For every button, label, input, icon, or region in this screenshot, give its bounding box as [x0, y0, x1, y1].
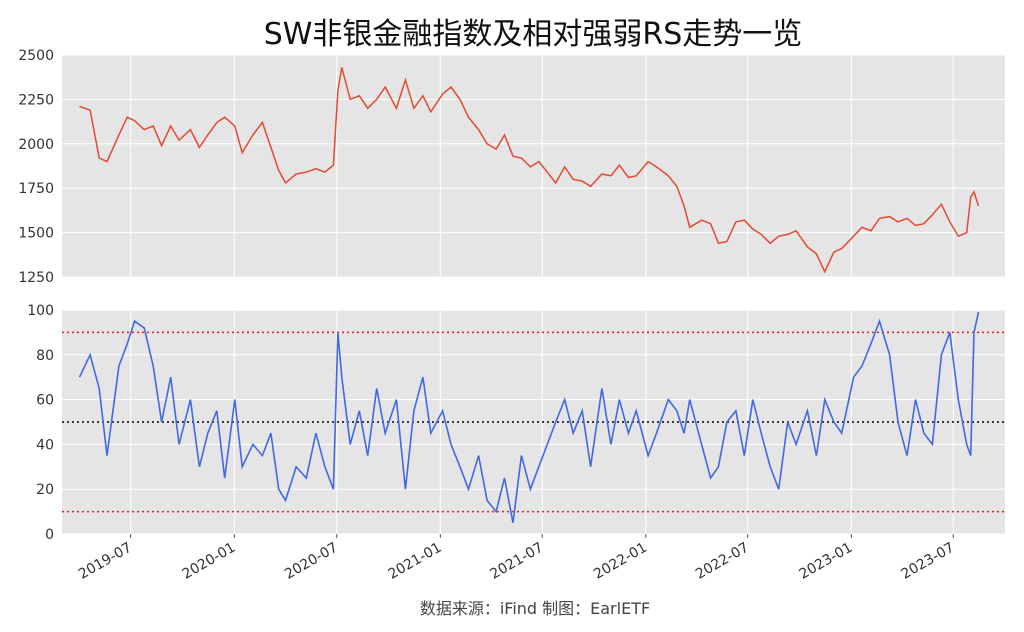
x-tick-labels: 2019-07 2020-01 2020-07 2021-01 2021-07 2022-…: [76, 534, 957, 583]
x-tick-label: 2019-07: [76, 540, 135, 583]
index-series-line: [79, 67, 980, 274]
chart-title: SW非银金融指数及相对强弱RS走势一览: [264, 17, 803, 52]
rs-y-tick-label: 100: [27, 303, 54, 319]
index-y-tick-label: 2250: [18, 92, 54, 108]
index-y-tick-labels: 1250 1500 1750 2000 2250 2500: [18, 48, 54, 286]
rs-y-tick-label: 40: [36, 437, 54, 453]
rs-y-tick-labels: 0 20 40 60 80 100: [27, 303, 54, 543]
index-y-tick-label: 1500: [18, 226, 54, 242]
source-note: 数据来源：iFind 制图：EarlETF: [420, 599, 650, 618]
index-y-tick-label: 2500: [18, 48, 54, 64]
x-tick-label: 2023-07: [899, 540, 958, 583]
x-tick-label: 2022-01: [591, 540, 650, 583]
rs-y-tick-label: 20: [36, 482, 54, 498]
x-tick-label: 2021-01: [386, 540, 445, 583]
index-plot-area: [62, 55, 1005, 277]
rs-y-tick-label: 80: [36, 348, 54, 364]
index-y-tick-label: 1250: [18, 270, 54, 286]
index-y-tick-label: 1750: [18, 181, 54, 197]
x-tick-label: 2021-07: [488, 540, 547, 583]
x-tick-label: 2020-01: [180, 540, 239, 583]
x-tick-label: 2023-01: [797, 540, 856, 583]
index-y-tick-label: 2000: [18, 137, 54, 153]
rs-series-line: [78, 312, 980, 523]
rs-reference-lines: [62, 331, 1005, 513]
rs-y-tick-label: 0: [45, 527, 54, 543]
x-tick-label: 2020-07: [282, 540, 341, 583]
rs-y-tick-label: 60: [36, 393, 54, 409]
x-tick-label: 2022-07: [693, 540, 752, 583]
